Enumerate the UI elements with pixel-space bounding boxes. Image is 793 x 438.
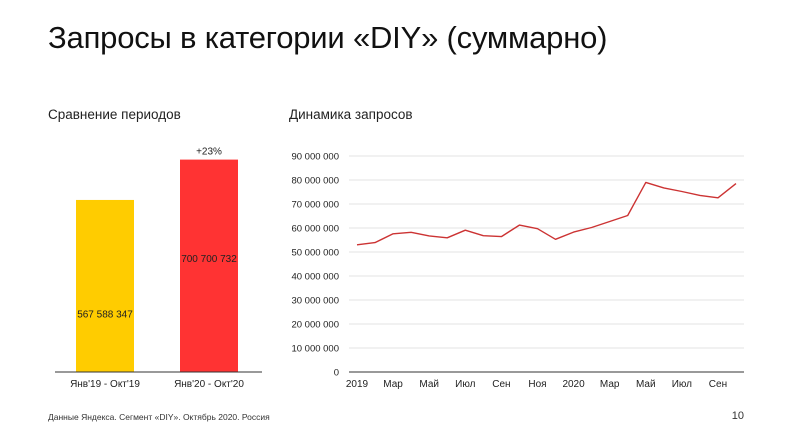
bar: [180, 159, 238, 372]
bar-category-label: Янв'20 - Окт'20: [174, 379, 244, 390]
bar-data-label: 700 700 732: [181, 254, 237, 265]
x-tick-label: 2019: [346, 379, 369, 390]
footer-source: Данные Яндекса. Сегмент «DIY». Октябрь 2…: [48, 412, 270, 422]
y-tick-label: 0: [334, 368, 339, 379]
line-chart-subtitle: Динамика запросов: [289, 107, 413, 122]
bar-chart: 567 588 347 Янв'19 - Окт'19 700 700 732 Янв…: [55, 147, 262, 390]
bar-data-label: 567 588 347: [77, 309, 133, 320]
page-number: 10: [731, 410, 744, 422]
y-tick-label: 10 000 000: [291, 344, 339, 355]
line-chart: 0 10 000 000 20 000 000 30 000 000 40 000 00…: [291, 152, 744, 390]
bar-annotation: +23%: [196, 147, 222, 158]
x-tick-label: Июл: [455, 379, 475, 390]
bar-chart-subtitle: Сравнение периодов: [48, 107, 181, 122]
x-tick-label: 2020: [562, 379, 585, 390]
x-tick-label: Мар: [600, 379, 620, 390]
y-tick-label: 40 000 000: [291, 272, 339, 283]
x-tick-label: Май: [419, 379, 439, 390]
y-tick-label: 70 000 000: [291, 200, 339, 211]
x-tick-label: Мар: [383, 379, 403, 390]
page-title: Запросы в категории «DIY» (суммарно): [48, 20, 608, 55]
x-tick-label: Сен: [492, 379, 510, 390]
y-tick-label: 60 000 000: [291, 224, 339, 235]
bar: [76, 199, 134, 372]
bar-category-label: Янв'19 - Окт'19: [70, 379, 140, 390]
y-tick-label: 50 000 000: [291, 248, 339, 259]
y-tick-label: 90 000 000: [291, 152, 339, 163]
x-tick-label: Июл: [672, 379, 692, 390]
y-tick-label: 80 000 000: [291, 176, 339, 187]
x-tick-label: Ноя: [528, 379, 546, 390]
y-tick-label: 20 000 000: [291, 320, 339, 331]
y-tick-label: 30 000 000: [291, 296, 339, 307]
x-tick-label: Май: [636, 379, 656, 390]
x-tick-label: Сен: [709, 379, 727, 390]
series-line: [356, 181, 737, 246]
